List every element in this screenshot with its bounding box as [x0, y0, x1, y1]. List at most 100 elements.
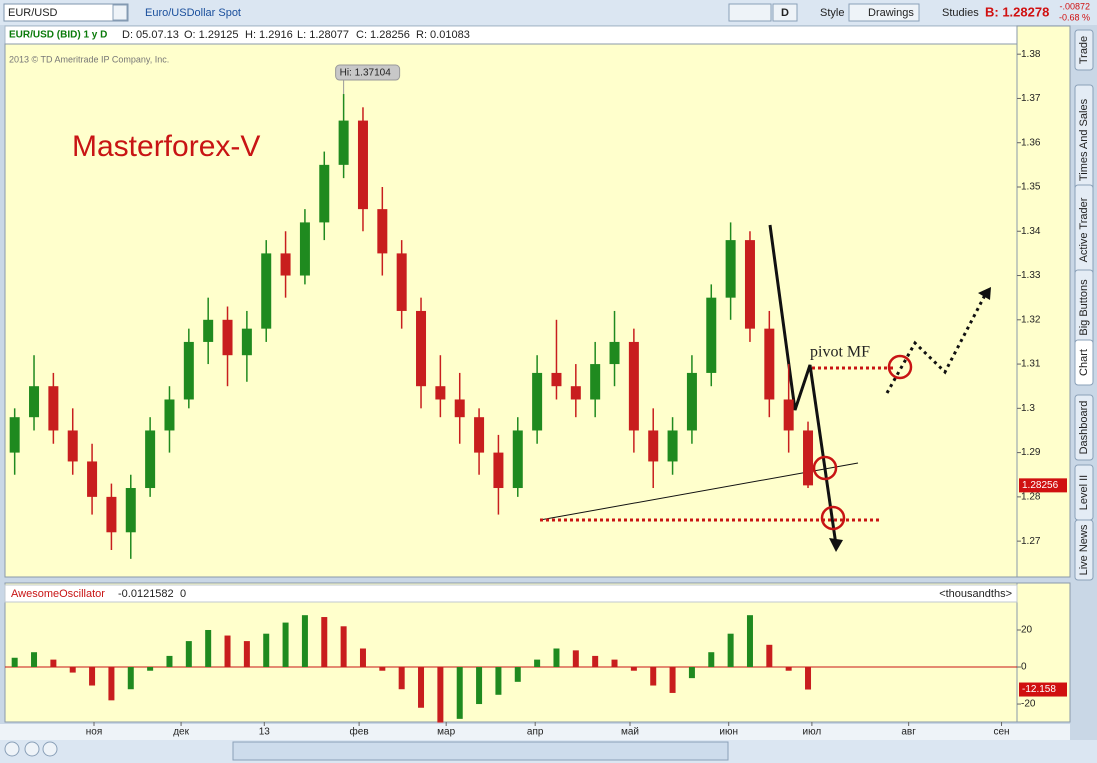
x-tick-label: май [621, 727, 639, 738]
osc-bar [495, 667, 502, 695]
osc-bar [650, 667, 657, 686]
zigzag [768, 224, 838, 546]
study-name[interactable]: AwesomeOscillator [11, 588, 105, 600]
x-tick-label: авг [901, 727, 916, 738]
side-tab[interactable] [1074, 394, 1094, 461]
y-tick-label: 1.29 [1021, 447, 1041, 458]
tools-buttons[interactable] [728, 3, 772, 22]
side-tab-label[interactable]: Level II [1078, 475, 1090, 510]
symbol-dropdown[interactable] [112, 4, 128, 21]
osc-bar [708, 652, 715, 668]
candle-body [686, 372, 697, 431]
y-tick-label: 1.27 [1021, 536, 1041, 547]
side-tab-label[interactable]: Big Buttons [1078, 279, 1090, 336]
y-tick-label: 1.31 [1021, 359, 1041, 370]
candle-body [183, 341, 194, 400]
drawings-box[interactable] [848, 3, 920, 22]
osc-bar [437, 667, 444, 723]
bid-price: B: 1.28278 [985, 4, 1049, 19]
hi-label: Hi: 1.37104 [340, 68, 392, 79]
osc-bar [166, 655, 173, 668]
osc-bar [147, 667, 154, 671]
open: O: 1.29125 [184, 29, 238, 41]
pivot-label: pivot MF [810, 344, 870, 361]
scroll-thumb[interactable] [232, 741, 729, 761]
x-tick-label: мар [437, 727, 455, 738]
candle-body [551, 372, 562, 387]
description: Euro/USDollar Spot [145, 7, 241, 19]
candle-body [493, 452, 504, 489]
circle-mark [887, 354, 913, 380]
circle-mark [820, 505, 846, 531]
side-tab-label[interactable]: Active Trader [1078, 197, 1090, 262]
last-value-box [1019, 682, 1067, 697]
change-pct: -0.68 % [1059, 12, 1090, 22]
candle-body [706, 297, 717, 373]
y-tick-label: 1.33 [1021, 270, 1041, 281]
zoom-out[interactable] [42, 741, 58, 757]
osc-bar [746, 615, 753, 668]
candle-body [280, 253, 291, 276]
candle-body [474, 417, 485, 453]
drawings-button[interactable]: Drawings [868, 7, 914, 19]
osc-bar [340, 626, 347, 668]
osc-bar [476, 667, 483, 705]
y-tick-label: 1.34 [1021, 226, 1041, 237]
candle-body [532, 372, 543, 431]
side-tab-label[interactable]: Live News [1078, 524, 1090, 575]
y-tick-label: 1.3 [1021, 403, 1035, 414]
symbol-box[interactable] [3, 3, 129, 22]
osc-bar [379, 667, 386, 671]
zoom-fit[interactable] [4, 741, 20, 757]
osc-bar [572, 650, 579, 668]
osc-bar [398, 667, 405, 690]
forecast-arrow [978, 287, 991, 300]
symbol[interactable]: EUR/USD [8, 7, 58, 19]
side-tab-label[interactable]: Trade [1078, 36, 1090, 64]
osc-bar [727, 633, 734, 668]
osc-bar [243, 641, 250, 668]
study-value: -0.0121582 [118, 588, 174, 600]
arrow-head [829, 538, 843, 552]
candle-body [590, 364, 601, 400]
side-tab[interactable] [1074, 339, 1094, 386]
style-button[interactable]: Style [820, 7, 844, 19]
osc-bar [456, 667, 463, 719]
studies-button[interactable]: Studies [942, 7, 979, 19]
forecast [885, 294, 987, 394]
candle-body [319, 164, 330, 223]
candle-body [67, 430, 78, 462]
candle-body [222, 319, 233, 356]
candle-body [203, 319, 214, 342]
side-tab-label[interactable]: Chart [1078, 349, 1090, 376]
zoom-in[interactable] [24, 741, 40, 757]
candle-body [299, 222, 310, 276]
x-tick-label: дек [173, 727, 189, 738]
candle-body [357, 120, 368, 210]
osc-bar [69, 667, 76, 673]
osc-bar [321, 617, 328, 668]
side-tab[interactable] [1074, 519, 1094, 581]
candle-body [241, 328, 252, 356]
side-tab-label[interactable]: Dashboard [1078, 401, 1090, 455]
osc-bar [89, 667, 96, 686]
candle-body [9, 417, 20, 453]
side-tab-label[interactable]: Times And Sales [1078, 98, 1090, 181]
price-panel [4, 43, 1018, 578]
candle-body [29, 386, 40, 418]
candle-body [783, 399, 794, 431]
y-tick-label: 1.32 [1021, 314, 1041, 325]
candle-body [648, 430, 659, 462]
osc-bar [359, 648, 366, 668]
period-button[interactable] [772, 3, 798, 22]
candle-body [512, 430, 523, 489]
study-units: <thousandths> [939, 588, 1012, 600]
candle-body [744, 240, 755, 329]
osc-bar [669, 667, 676, 693]
osc-bar [688, 667, 695, 679]
period[interactable]: D [781, 7, 789, 19]
side-tab[interactable] [1074, 29, 1094, 71]
y-tick-label: 1.38 [1021, 49, 1041, 60]
osc-bar [785, 667, 792, 671]
